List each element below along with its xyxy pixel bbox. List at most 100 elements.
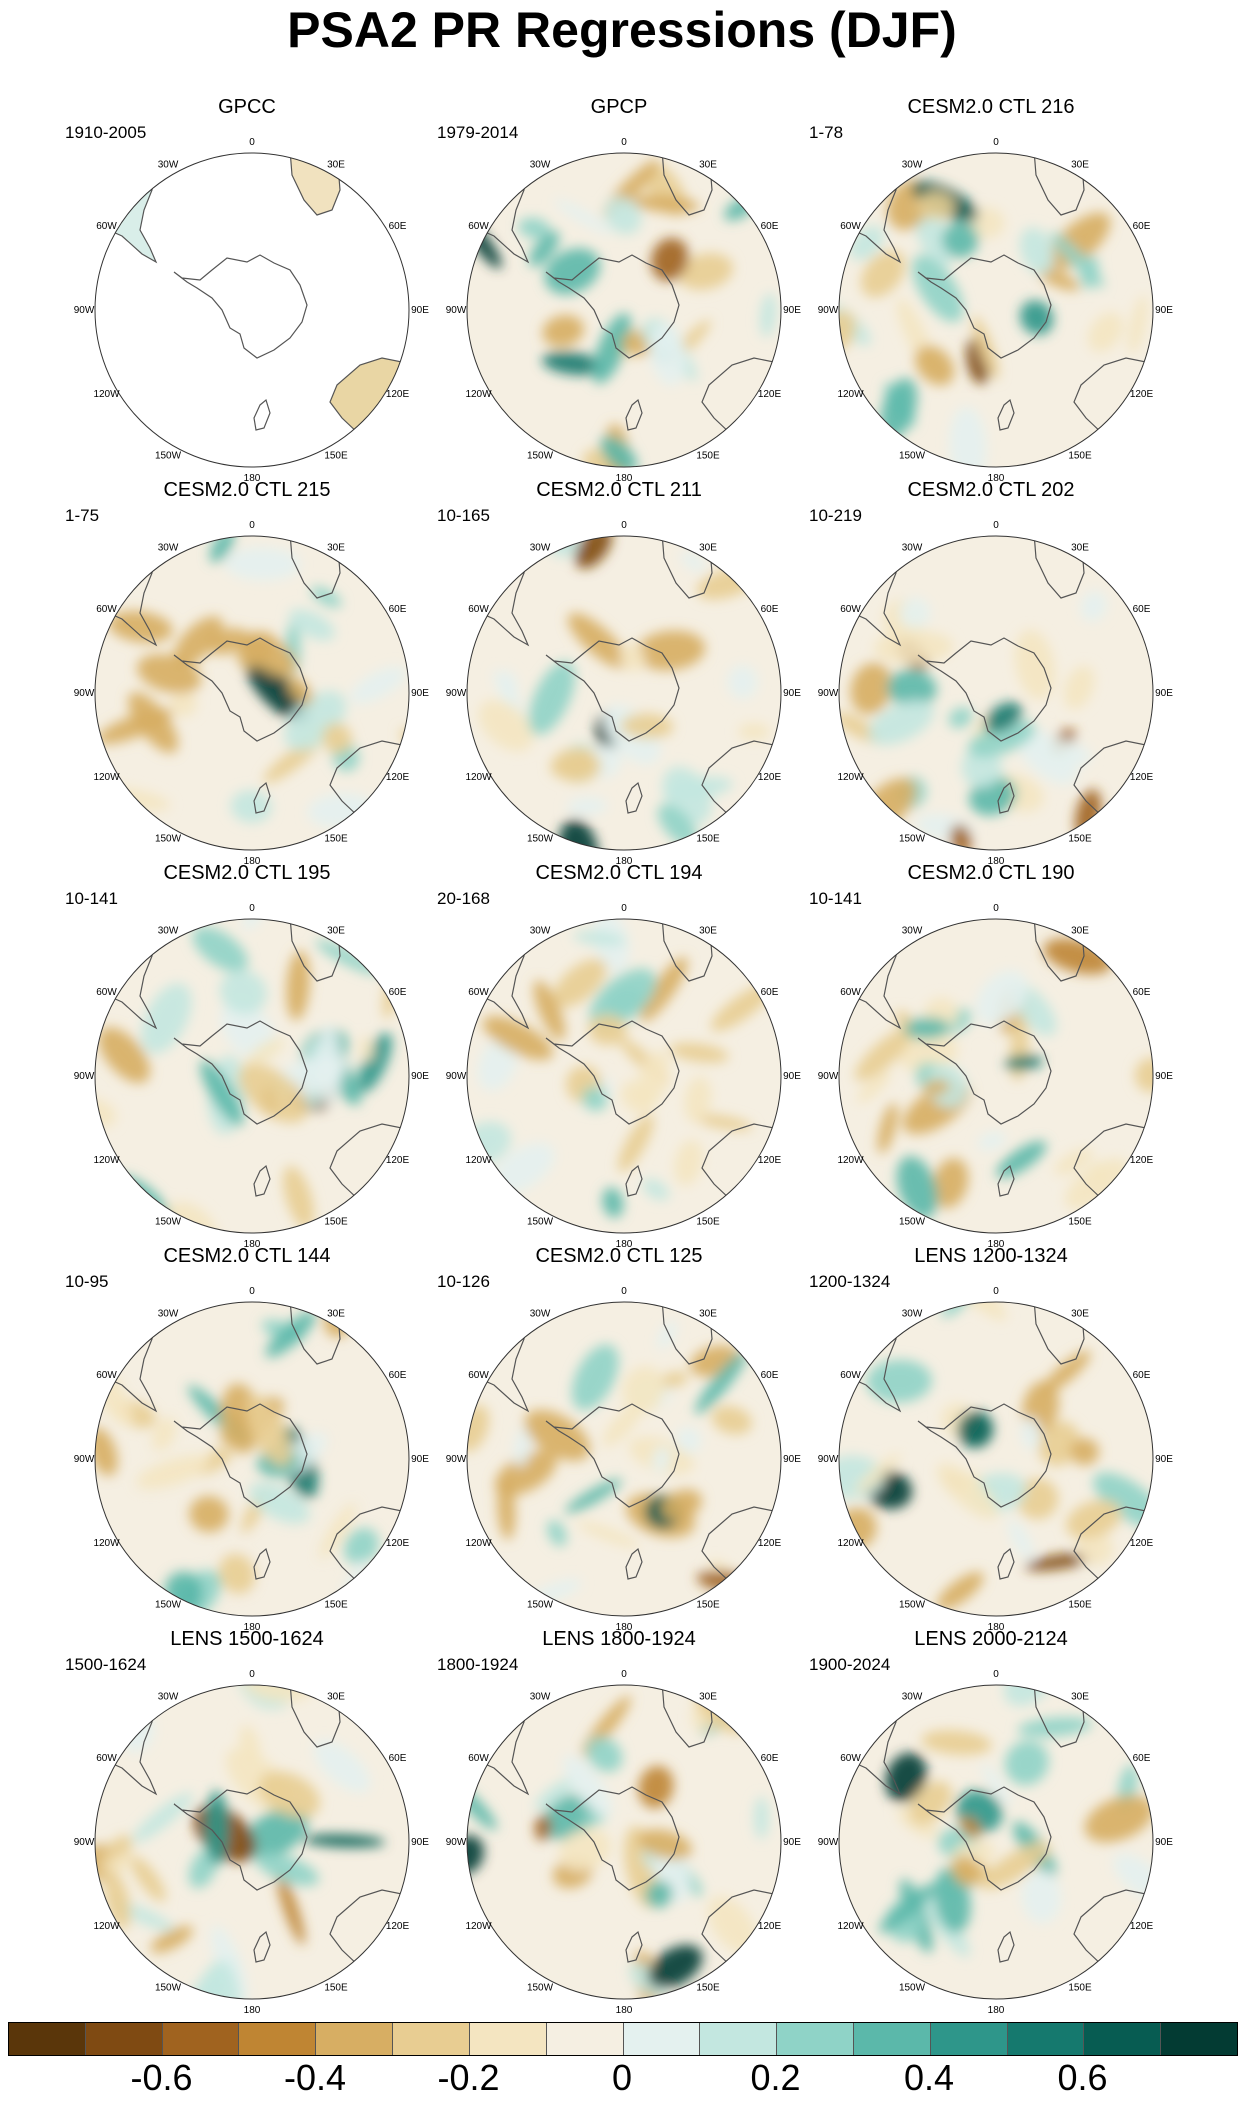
longitude-label: 30W: [902, 543, 923, 554]
longitude-label: 90E: [783, 688, 801, 699]
panel-title: CESM2.0 CTL 202: [907, 479, 1075, 501]
new-zealand-coastline: [253, 1547, 271, 1580]
map-border: [466, 152, 782, 468]
new-zealand-coastline: [997, 1164, 1015, 1197]
longitude-label: 150W: [899, 1217, 926, 1228]
longitude-label: 30W: [902, 926, 923, 937]
colorbar-tick-label: 0.6: [1057, 2057, 1108, 2098]
colorbar-swatch: [700, 2023, 778, 2055]
map-panel: GPCP 1979-2014 0 30E 60E 90E 120E 150E 180 150W 12…: [434, 95, 804, 484]
longitude-label: 30E: [327, 1309, 345, 1320]
longitude-label: 150W: [527, 834, 554, 845]
longitude-label: 180: [988, 473, 1005, 484]
longitude-label: 90E: [783, 1071, 801, 1082]
anomaly-field: [878, 1685, 1153, 1957]
longitude-label: 180: [616, 473, 633, 484]
longitude-label: 150W: [155, 1600, 182, 1611]
longitude-label: 120W: [93, 1921, 120, 1932]
map-border: [838, 1301, 1154, 1617]
longitude-label: 120E: [386, 772, 410, 783]
panel-period: 1-78: [809, 123, 844, 142]
longitude-label: 90E: [411, 305, 429, 316]
longitude-label: 0: [621, 520, 627, 531]
map-panel: CESM2.0 CTL 202 10-219 0 30E 60E 90E 120E 150E 1…: [806, 478, 1176, 867]
longitude-label: 120W: [465, 1538, 492, 1549]
longitude-label: 0: [249, 1286, 255, 1297]
colorbar-swatch: [239, 2023, 317, 2055]
colorbar-swatch: [930, 2023, 1008, 2055]
longitude-label: 30W: [158, 926, 179, 937]
map-border: [466, 1684, 782, 2000]
longitude-label: 0: [249, 1669, 255, 1680]
map-panel: GPCC 1910-2005 0 30E 60E 90E 120E 150E 180 150W 12…: [62, 95, 432, 484]
longitude-label: 150W: [155, 834, 182, 845]
longitude-label: 30W: [158, 543, 179, 554]
map-panel: CESM2.0 CTL 195 10-141 0 30E 60E 90E 120E 150E 1…: [62, 861, 432, 1250]
map-border: [94, 1301, 410, 1617]
longitude-label: 60W: [96, 221, 117, 232]
longitude-label: 90W: [74, 688, 95, 699]
polar-map: 0 30E 60E 90E 120E 150E 180 150W 120W 90W 60W 30W: [818, 1286, 1174, 1633]
longitude-label: 150E: [696, 834, 720, 845]
polar-map: 0 30E 60E 90E 120E 150E 180 150W 120W 90W 60W 30W: [446, 1286, 802, 1633]
longitude-label: 0: [249, 137, 255, 148]
longitude-label: 150E: [696, 1217, 720, 1228]
longitude-label: 120W: [93, 1155, 120, 1166]
longitude-label: 30E: [1071, 1309, 1089, 1320]
longitude-label: 150E: [1068, 451, 1092, 462]
new-zealand-coastline: [997, 1930, 1015, 1963]
colorbar-swatch: [1007, 2023, 1085, 2055]
map-border: [838, 535, 1154, 851]
longitude-label: 120E: [1130, 1538, 1154, 1549]
colorbar-tick-label: 0.2: [750, 2057, 801, 2098]
longitude-label: 180: [988, 2005, 1005, 2016]
map-border: [94, 535, 410, 851]
colorbar-swatch: [469, 2023, 547, 2055]
panel-title: CESM2.0 CTL 125: [535, 1245, 703, 1267]
longitude-label: 90W: [74, 1837, 95, 1848]
longitude-label: 60W: [840, 1753, 861, 1764]
longitude-label: 60W: [840, 604, 861, 615]
longitude-label: 180: [244, 1239, 261, 1250]
longitude-label: 60W: [468, 604, 489, 615]
longitude-label: 120W: [465, 1921, 492, 1932]
anomaly-field: [478, 536, 771, 850]
ocean-background: [95, 153, 409, 467]
longitude-label: 90E: [411, 1071, 429, 1082]
page-title: PSA2 PR Regressions (DJF): [287, 2, 957, 58]
map-panel: LENS 1500-1624 1500-1624 0 30E 60E 90E 120E 150…: [62, 1627, 432, 2016]
antarctica-coastline: [173, 1403, 308, 1508]
longitude-label: 120E: [1130, 1155, 1154, 1166]
longitude-label: 150W: [527, 451, 554, 462]
map-border: [838, 152, 1154, 468]
antarctica-coastline: [545, 1403, 680, 1508]
longitude-label: 120E: [1130, 389, 1154, 400]
longitude-label: 90W: [74, 1454, 95, 1465]
panel-period: 1900-2024: [809, 1655, 891, 1674]
longitude-label: 60E: [761, 987, 779, 998]
anomaly-field: [839, 591, 1107, 850]
panel-title: CESM2.0 CTL 216: [907, 96, 1075, 118]
longitude-label: 90E: [783, 1454, 801, 1465]
colorbar-tick-label: -0.4: [283, 2057, 347, 2098]
longitude-label: 60W: [840, 987, 861, 998]
new-zealand-coastline: [625, 398, 643, 431]
new-zealand-coastline: [625, 781, 643, 814]
polar-map: 0 30E 60E 90E 120E 150E 180 150W 120W 90W 60W 30W: [446, 137, 802, 484]
longitude-label: 60W: [840, 1370, 861, 1381]
panel-title: CESM2.0 CTL 195: [163, 862, 331, 884]
longitude-label: 30E: [327, 160, 345, 171]
longitude-label: 30E: [327, 543, 345, 554]
longitude-label: 180: [616, 1239, 633, 1250]
longitude-label: 120E: [758, 772, 782, 783]
panel-title: GPCC: [218, 96, 276, 118]
map-panel: CESM2.0 CTL 215 1-75 0 30E 60E 90E 120E 150E 180…: [62, 478, 432, 867]
longitude-label: 150E: [324, 451, 348, 462]
map-border: [466, 535, 782, 851]
panel-period: 20-168: [437, 889, 490, 908]
polar-map: 0 30E 60E 90E 120E 150E 180 150W 120W 90W 60W 30W: [446, 1669, 802, 2016]
panel-period: 1800-1924: [437, 1655, 519, 1674]
panel-title: GPCP: [590, 96, 648, 118]
colorbar-swatch: [9, 2023, 86, 2055]
ocean-background: [839, 1302, 1153, 1616]
